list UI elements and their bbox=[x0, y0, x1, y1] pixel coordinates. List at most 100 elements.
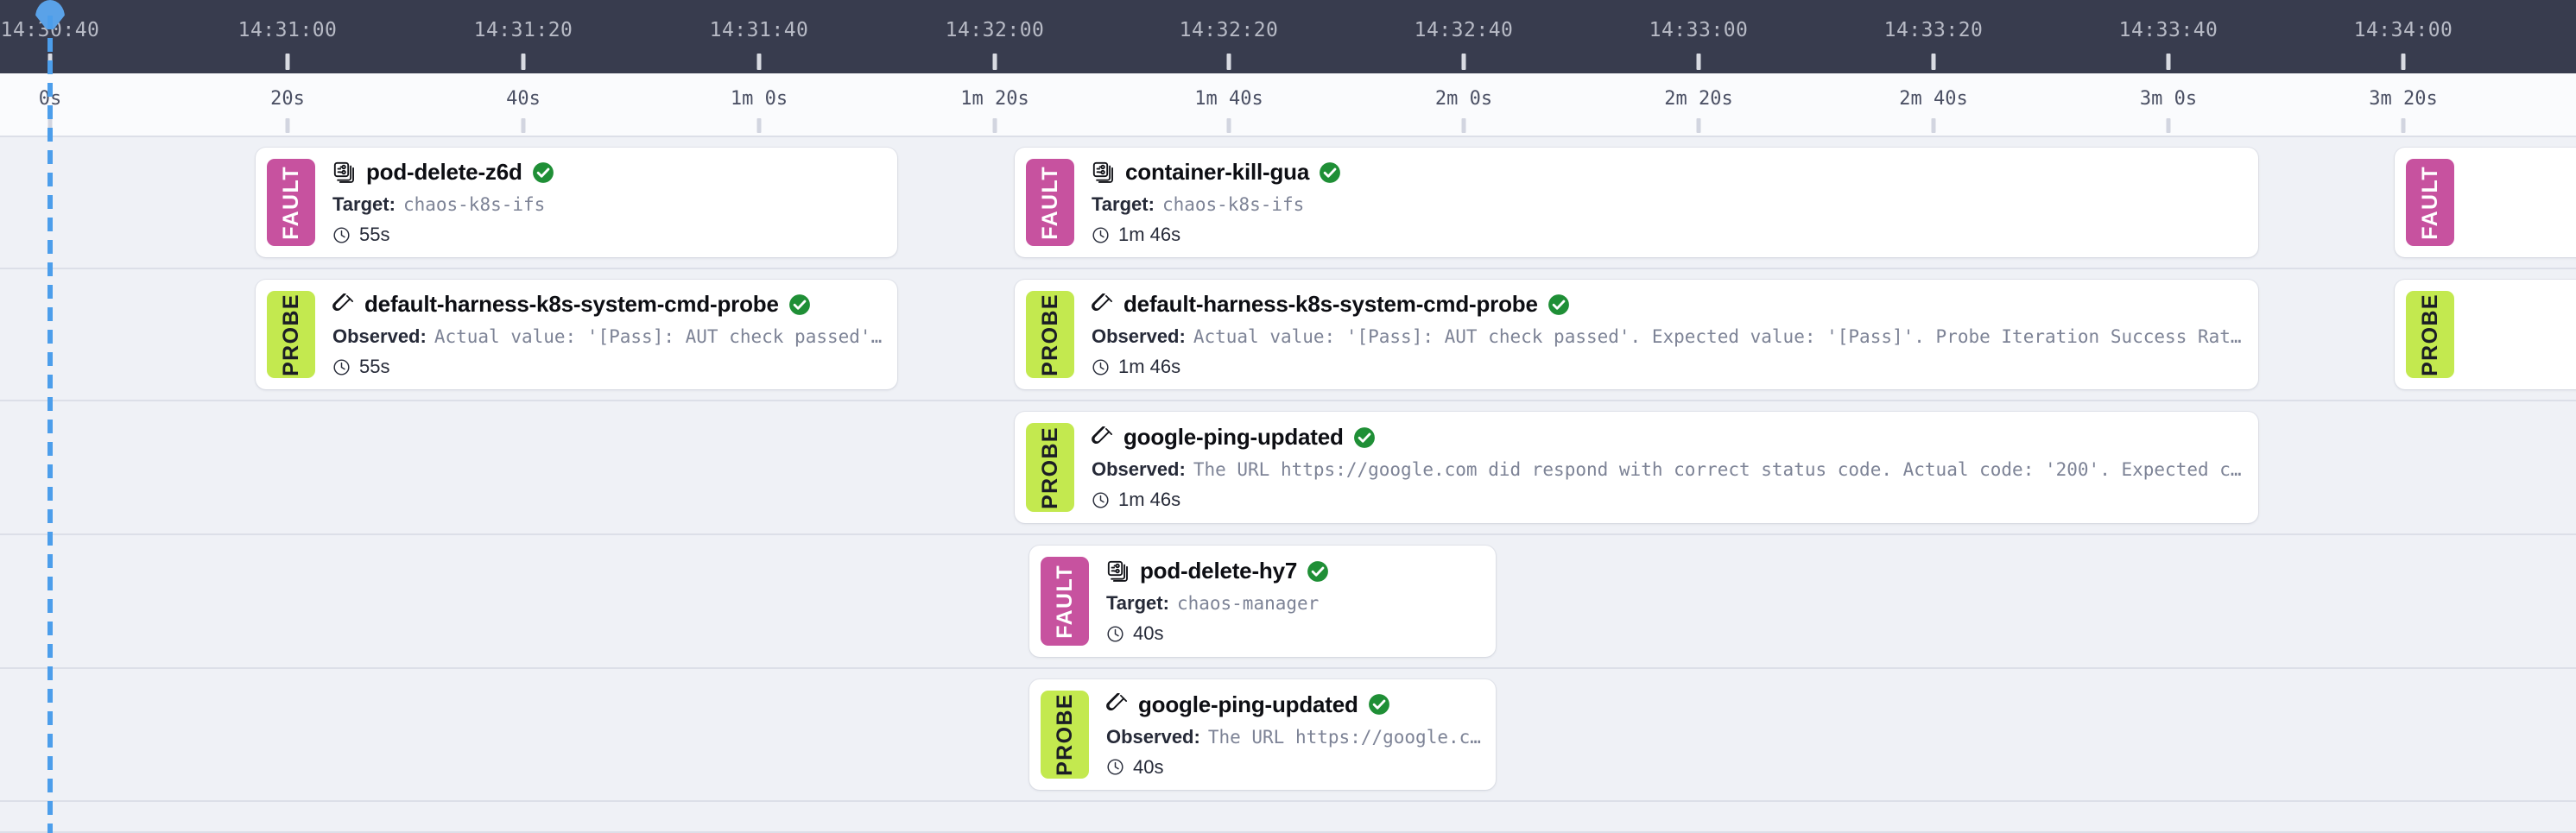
clock-icon bbox=[332, 358, 351, 376]
event-title[interactable]: default-harness-k8s-system-cmd-probe bbox=[1123, 291, 1538, 317]
clock-icon bbox=[332, 226, 351, 244]
event-title-row: google-ping-updated bbox=[1106, 691, 1484, 718]
pod-icon bbox=[1106, 559, 1130, 584]
event-duration-row: 55s bbox=[332, 356, 886, 378]
absolute-tick-mark bbox=[1931, 54, 1936, 70]
fault-type-badge: FAULT bbox=[267, 159, 315, 246]
event-meta-row: Observed: Actual value: '[Pass]: AUT chec… bbox=[1092, 325, 2247, 348]
relative-tick-mark bbox=[285, 118, 290, 133]
fault-type-badge: FAULT bbox=[1041, 557, 1089, 646]
event-title-row: default-harness-k8s-system-cmd-probe bbox=[332, 291, 886, 318]
absolute-tick-label: 14:34:00 bbox=[2353, 19, 2453, 41]
event-card-body bbox=[2454, 159, 2576, 246]
event-duration: 40s bbox=[1133, 622, 1164, 644]
type-badge-label: PROBE bbox=[1037, 426, 1062, 509]
absolute-tick-mark bbox=[47, 54, 53, 70]
fault-type-badge: FAULT bbox=[1026, 159, 1074, 246]
event-card-body bbox=[2454, 291, 2576, 378]
absolute-tick-label: 14:30:40 bbox=[0, 19, 100, 41]
relative-tick-label: 2m 40s bbox=[1899, 88, 1968, 110]
absolute-tick-label: 14:32:40 bbox=[1414, 19, 1514, 41]
event-meta-key: Target: bbox=[1106, 592, 1169, 614]
event-meta-value: The URL https://google.com… bbox=[1207, 726, 1484, 748]
type-badge-label: FAULT bbox=[278, 165, 303, 240]
event-title[interactable]: default-harness-k8s-system-cmd-probe bbox=[364, 291, 779, 317]
event-title-row: default-harness-k8s-system-cmd-probe bbox=[1092, 291, 2247, 318]
success-check-icon bbox=[532, 161, 554, 184]
timeline-event-card[interactable]: FAULT pod-delete-hy7 Target: chaos-manager 4… bbox=[1029, 546, 1496, 657]
probe-tube-icon bbox=[332, 293, 355, 316]
event-title[interactable]: pod-delete-z6d bbox=[366, 159, 522, 185]
event-meta-row: Target: chaos-manager bbox=[1106, 592, 1484, 615]
absolute-time-ruler[interactable]: 14:30:40 14:31:00 14:31:20 14:31:40 14:32:00… bbox=[0, 0, 2576, 73]
success-check-icon bbox=[1319, 161, 1341, 184]
event-meta-row: Observed: Actual value: '[Pass]: AUT chec… bbox=[332, 325, 886, 348]
absolute-tick-mark bbox=[521, 54, 526, 70]
event-meta-key: Observed: bbox=[1106, 725, 1200, 748]
relative-tick-mark bbox=[756, 118, 762, 133]
event-duration: 55s bbox=[359, 224, 390, 245]
relative-tick-mark bbox=[2401, 118, 2406, 133]
absolute-tick-mark bbox=[285, 54, 290, 70]
event-title[interactable]: google-ping-updated bbox=[1123, 424, 1344, 450]
type-badge-label: FAULT bbox=[1052, 564, 1077, 639]
success-check-icon bbox=[1547, 293, 1570, 316]
absolute-tick-mark bbox=[2166, 54, 2171, 70]
relative-tick-label: 1m 40s bbox=[1194, 88, 1263, 110]
relative-tick-mark bbox=[2166, 118, 2171, 133]
relative-tick-mark bbox=[47, 118, 53, 133]
probe-tube-icon bbox=[1092, 426, 1114, 449]
event-title-row: pod-delete-hy7 bbox=[1106, 558, 1484, 584]
absolute-tick-label: 14:33:00 bbox=[1649, 19, 1749, 41]
success-check-icon bbox=[1368, 693, 1390, 716]
event-duration-row: 40s bbox=[1106, 756, 1484, 779]
absolute-tick-label: 14:33:40 bbox=[2118, 19, 2218, 41]
fault-type-badge: FAULT bbox=[2406, 159, 2454, 246]
event-title[interactable]: pod-delete-hy7 bbox=[1140, 558, 1298, 584]
probe-type-badge: PROBE bbox=[267, 291, 315, 378]
probe-type-badge: PROBE bbox=[1026, 423, 1074, 512]
event-title[interactable]: container-kill-gua bbox=[1125, 159, 1310, 185]
relative-tick-mark bbox=[1226, 118, 1231, 133]
pod-icon bbox=[332, 161, 357, 185]
timeline-event-card[interactable]: PROBE default-harness-k8s-system-cmd-prob… bbox=[1015, 280, 2258, 389]
timeline-lane bbox=[0, 802, 2576, 833]
absolute-tick-label: 14:32:20 bbox=[1179, 19, 1279, 41]
event-title-row: google-ping-updated bbox=[1092, 424, 2247, 451]
relative-tick-label: 3m 0s bbox=[2139, 88, 2198, 110]
absolute-tick-mark bbox=[992, 54, 997, 70]
timeline-event-card[interactable]: FAULT bbox=[2395, 148, 2576, 257]
event-meta-value: The URL https://google.com did respond w… bbox=[1193, 459, 2247, 480]
relative-tick-label: 1m 20s bbox=[960, 88, 1029, 110]
event-meta-row: Observed: The URL https://google.com did … bbox=[1092, 458, 2247, 481]
event-card-body: pod-delete-hy7 Target: chaos-manager 40s bbox=[1089, 557, 1484, 646]
relative-tick-mark bbox=[1461, 118, 1466, 133]
timeline-event-card[interactable]: PROBE google-ping-updated Observed: The URL… bbox=[1029, 679, 1496, 790]
absolute-tick-mark bbox=[1696, 54, 1701, 70]
event-duration: 55s bbox=[359, 356, 390, 377]
relative-tick-label: 40s bbox=[506, 88, 541, 110]
probe-type-badge: PROBE bbox=[2406, 291, 2454, 378]
absolute-tick-label: 14:31:40 bbox=[709, 19, 809, 41]
event-meta-value: Actual value: '[Pass]: AUT check passed'… bbox=[434, 326, 886, 347]
absolute-tick-mark bbox=[1461, 54, 1466, 70]
relative-tick-mark bbox=[992, 118, 997, 133]
absolute-tick-label: 14:33:20 bbox=[1883, 19, 1984, 41]
absolute-tick-mark bbox=[756, 54, 762, 70]
event-title-row: container-kill-gua bbox=[1092, 159, 2247, 186]
absolute-tick-mark bbox=[2401, 54, 2406, 70]
relative-tick-label: 3m 20s bbox=[2369, 88, 2438, 110]
event-title[interactable]: google-ping-updated bbox=[1138, 691, 1358, 717]
timeline-event-card[interactable]: FAULT container-kill-gua Target: chaos-k8s-… bbox=[1015, 148, 2258, 257]
relative-time-ruler[interactable]: 0s 20s 40s 1m 0s 1m 20s 1m 40s 2m 0s 2m 20s 2m 4… bbox=[0, 73, 2576, 137]
probe-tube-icon bbox=[1106, 693, 1129, 716]
event-meta-value: chaos-k8s-ifs bbox=[402, 194, 546, 215]
timeline-event-card[interactable]: PROBE bbox=[2395, 280, 2576, 389]
timeline-event-card[interactable]: PROBE default-harness-k8s-system-cmd-prob… bbox=[256, 280, 897, 389]
event-duration: 40s bbox=[1133, 755, 1164, 778]
type-badge-label: PROBE bbox=[1037, 293, 1062, 376]
probe-type-badge: PROBE bbox=[1041, 691, 1089, 779]
timeline-event-card[interactable]: FAULT pod-delete-z6d Target: chaos-k8s-ifs 5… bbox=[256, 148, 897, 257]
timeline-event-card[interactable]: PROBE google-ping-updated Observed: The URL… bbox=[1015, 412, 2258, 523]
relative-tick-label: 20s bbox=[270, 88, 305, 110]
